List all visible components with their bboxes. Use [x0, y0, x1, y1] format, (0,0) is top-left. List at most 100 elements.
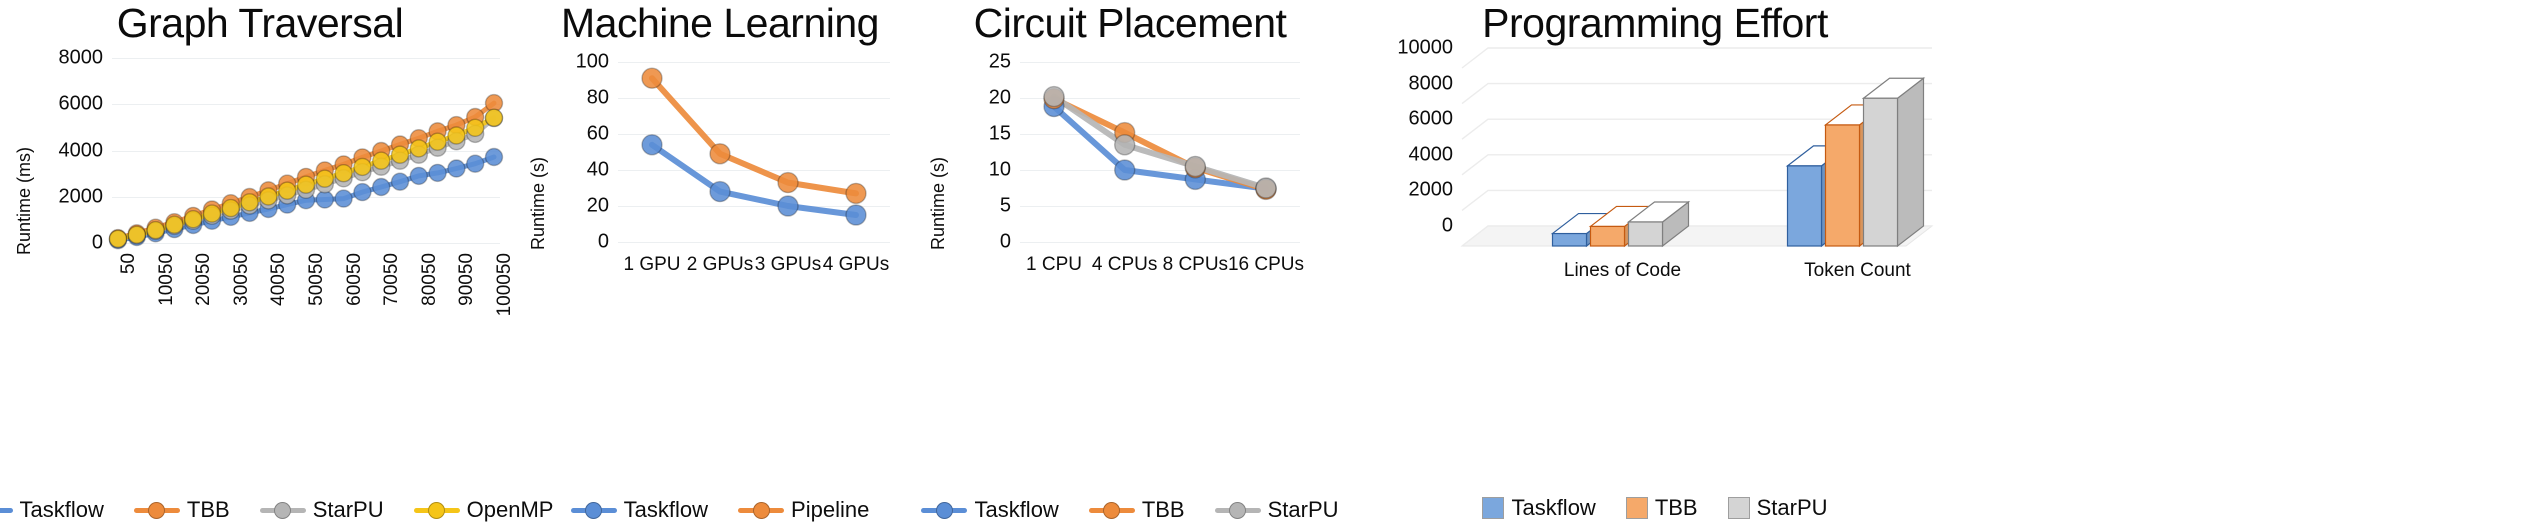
legend-label-tbb: TBB	[1141, 497, 1185, 522]
legend-swatch-line-tbb	[1088, 501, 1135, 519]
series-svg	[108, 93, 504, 250]
data-point	[447, 126, 466, 145]
y-axis-tick: 5	[999, 194, 1011, 217]
y-axis-tick: 0	[91, 231, 103, 254]
y-axis-tick: 4000	[58, 139, 104, 161]
data-point	[353, 157, 372, 177]
chart-panel-graph-traversal: Graph Traversal Runtime (ms) 0 2000 4000 60…	[0, 0, 553, 529]
x-axis-tick: 80050	[418, 253, 440, 306]
legend-item-starpu[interactable]: StarPU	[259, 497, 384, 523]
data-point	[845, 204, 867, 226]
series-svg	[641, 67, 867, 226]
legend-swatch-dot-starpu	[1229, 501, 1247, 519]
legend-swatch-dot-openmp	[428, 501, 446, 519]
x-axis-tick: 1 CPU	[1026, 254, 1082, 275]
x-axis-tick: 8 CPUs	[1162, 254, 1229, 275]
legend-swatch-line-pipeline	[738, 501, 785, 519]
x-axis-tick: 90050	[456, 253, 478, 306]
legend-label-taskflow: Taskflow	[1511, 495, 1596, 520]
data-point	[390, 145, 410, 164]
y-axis-tick: 20	[586, 194, 609, 217]
y-axis-tick: 0	[597, 230, 609, 253]
y-axis-tick: 15	[988, 122, 1011, 145]
data-point	[428, 132, 447, 151]
legend-item-taskflow[interactable]: Taskflow	[0, 497, 104, 523]
legend-item-pipeline[interactable]: Pipeline	[738, 497, 869, 523]
x-axis-tick: 70050	[381, 253, 403, 306]
grid-line	[618, 206, 890, 207]
legend-item-taskflow[interactable]: Taskflow	[570, 497, 708, 523]
data-point	[334, 189, 353, 208]
data-point	[296, 175, 316, 194]
data-point	[353, 182, 372, 202]
legend-swatch-line-taskflow	[921, 501, 968, 519]
series-line-taskflow	[1051, 103, 1269, 192]
data-point	[315, 190, 335, 209]
legend-programming-effort: Taskflow TBB StarPU	[1340, 495, 1970, 521]
legend-item-starpu[interactable]: StarPU	[1214, 497, 1339, 523]
legend-graph-traversal: Taskflow TBB StarPU OpenMP	[0, 497, 553, 523]
y-axis-tick: 60	[586, 122, 609, 145]
data-point	[372, 151, 391, 170]
data-point	[447, 159, 466, 178]
bar-starpu-1	[1861, 77, 1926, 248]
x-axis-tick: 3 GPUs	[754, 254, 822, 275]
data-point	[409, 139, 428, 158]
grid-line	[1020, 62, 1300, 63]
data-point	[146, 220, 165, 240]
data-point	[1113, 134, 1136, 156]
chart-title-programming-effort: Programming Effort	[1482, 0, 1828, 46]
legend-label-pipeline: Pipeline	[791, 497, 870, 522]
series-line-starpu	[1051, 93, 1269, 191]
x-axis-tick: 100050	[494, 253, 515, 317]
y-axis-tick: 0	[1441, 214, 1453, 237]
y-axis-tick: 25	[988, 50, 1011, 73]
data-point	[709, 180, 731, 203]
grid-line	[1020, 134, 1300, 135]
data-point	[409, 166, 428, 186]
legend-label-tbb: TBB	[1654, 495, 1698, 520]
grid-line-3d	[1461, 82, 1932, 105]
chart-panel-programming-effort: Programming Effort 0 2000 4000 6000 8000 1000…	[1340, 0, 1970, 529]
grid-line	[1020, 242, 1300, 243]
grid-line-3d	[1461, 189, 1932, 211]
legend-machine-learning: Taskflow Pipeline	[520, 497, 920, 523]
plot-area-circuit-placement: 0 5 10 15 20 25 1 CPU 4 CPUs 8 CPUs 16 CPUs	[989, 51, 1304, 276]
grid-line	[1020, 170, 1300, 171]
data-point	[845, 182, 867, 205]
legend-item-openmp[interactable]: OpenMP	[413, 497, 553, 523]
legend-swatch-dot-taskflow	[585, 501, 603, 519]
x-axis-tick: 10050	[155, 253, 177, 306]
x-axis-tick: 40050	[268, 253, 290, 306]
data-point	[127, 225, 146, 244]
legend-item-starpu[interactable]: StarPU	[1727, 495, 1828, 521]
legend-item-tbb[interactable]: TBB	[1088, 497, 1185, 523]
x-axis-tick: 50050	[306, 253, 327, 306]
series-line-taskflow	[649, 141, 859, 218]
y-axis-label-machine-learning: Runtime (s)	[528, 156, 548, 250]
data-point	[202, 204, 222, 223]
legend-swatch-dot-pipeline	[752, 501, 770, 519]
legend-swatch-dot-tbb	[1103, 501, 1121, 519]
legend-label-tbb: TBB	[186, 497, 230, 522]
y-axis-tick: 8000	[1408, 72, 1454, 95]
legend-swatch-line-taskflow	[570, 501, 617, 519]
legend-item-tbb[interactable]: TBB	[133, 497, 230, 523]
y-axis-tick: 100	[575, 50, 609, 73]
data-point	[1255, 177, 1277, 199]
legend-item-taskflow[interactable]: Taskflow	[921, 497, 1059, 523]
legend-swatch-tbb	[1625, 497, 1648, 519]
grid-line	[618, 242, 890, 243]
legend-swatch-line-starpu	[259, 501, 306, 519]
legend-item-tbb[interactable]: TBB	[1625, 495, 1698, 521]
x-axis-tick: 4 GPUs	[822, 254, 890, 275]
data-point	[641, 134, 663, 156]
grid-line	[618, 134, 890, 135]
y-axis-tick: 4000	[1408, 143, 1454, 166]
data-point	[259, 187, 278, 206]
grid-line	[112, 58, 500, 59]
legend-swatch-line-starpu	[1214, 501, 1261, 519]
chart-title-machine-learning: Machine Learning	[561, 0, 879, 46]
legend-item-taskflow[interactable]: Taskflow	[1482, 495, 1596, 521]
